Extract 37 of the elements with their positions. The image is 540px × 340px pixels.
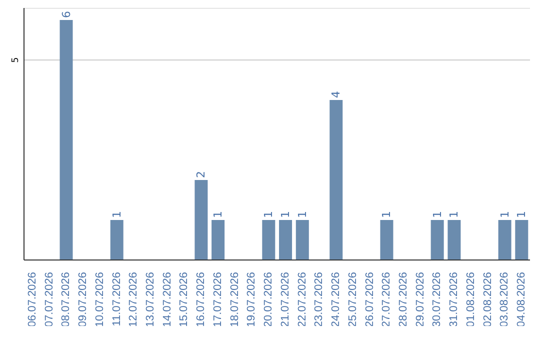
data-label: 2 bbox=[194, 171, 208, 178]
data-label: 1 bbox=[380, 211, 394, 218]
data-label: 1 bbox=[262, 211, 276, 218]
data-label: 1 bbox=[430, 211, 444, 218]
x-tick-label: 10.07.2026 bbox=[94, 272, 106, 328]
bar bbox=[515, 220, 528, 260]
x-tick-label: 14.07.2026 bbox=[161, 272, 174, 328]
x-tick-label: 19.07.2026 bbox=[246, 272, 258, 328]
bar bbox=[279, 220, 292, 260]
data-label: 1 bbox=[212, 211, 225, 218]
x-tick-label: 12.07.2026 bbox=[128, 272, 140, 328]
data-label: 6 bbox=[60, 11, 73, 18]
bar bbox=[330, 100, 343, 260]
data-label: 1 bbox=[296, 211, 309, 218]
data-label: 1 bbox=[448, 211, 461, 218]
x-tick-label: 17.07.2026 bbox=[212, 272, 224, 328]
x-tick-label: 11.07.2026 bbox=[110, 272, 123, 326]
data-label: 1 bbox=[515, 211, 528, 218]
data-label: 4 bbox=[330, 91, 343, 98]
data-label: 1 bbox=[279, 211, 292, 218]
data-label: 1 bbox=[498, 211, 512, 218]
y-tick-label: 5 bbox=[11, 57, 21, 63]
bar bbox=[448, 220, 461, 260]
bar bbox=[296, 220, 309, 260]
x-tick-label: 18.07.2026 bbox=[228, 272, 241, 328]
bar bbox=[60, 20, 73, 260]
bar bbox=[212, 220, 225, 260]
bar bbox=[498, 220, 512, 260]
x-tick-label: 16.07.2026 bbox=[195, 272, 208, 328]
bar bbox=[430, 220, 444, 260]
bar bbox=[194, 180, 208, 260]
data-label: 1 bbox=[110, 211, 124, 218]
x-tick-label: 13.07.2026 bbox=[144, 272, 156, 328]
x-tick-label: 15.07.2026 bbox=[178, 272, 190, 328]
bar bbox=[380, 220, 394, 260]
bar bbox=[262, 220, 276, 260]
bar bbox=[110, 220, 124, 260]
